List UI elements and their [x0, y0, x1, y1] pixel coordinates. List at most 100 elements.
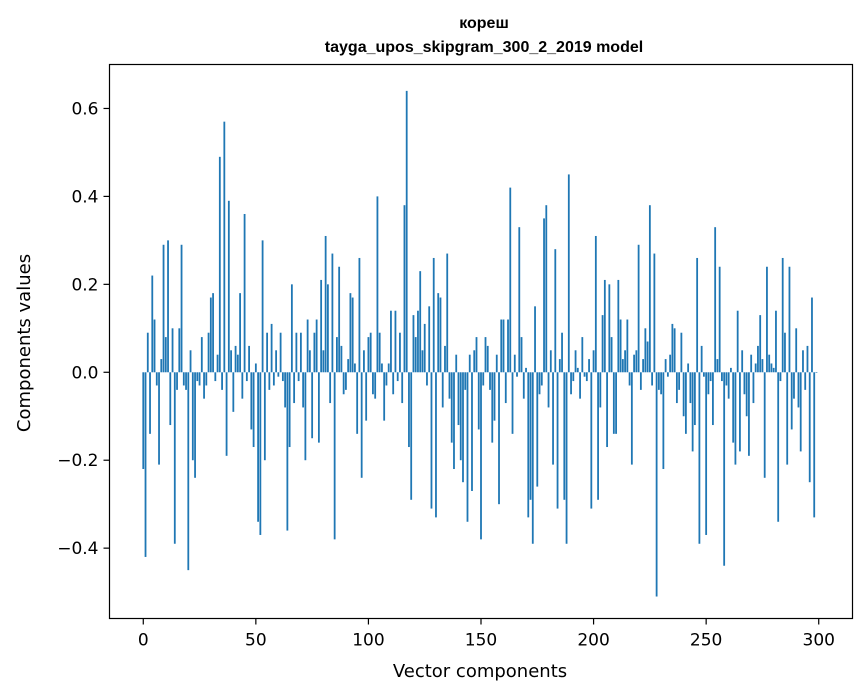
- bar-103: [374, 372, 377, 399]
- bar-212: [619, 319, 622, 373]
- bar-102: [372, 372, 374, 395]
- bar-142: [462, 372, 464, 483]
- bar-201: [594, 235, 597, 373]
- bar-150: [480, 372, 482, 540]
- bar-121: [414, 337, 417, 373]
- bar-184: [556, 372, 559, 509]
- bar-54: [263, 372, 266, 461]
- bar-180: [547, 372, 550, 408]
- x-tick-label: 150: [465, 631, 497, 651]
- bar-264: [736, 310, 739, 373]
- bar-40: [232, 372, 235, 412]
- bar-214: [624, 350, 626, 373]
- bar-98: [363, 350, 365, 373]
- bar-29: [207, 332, 210, 373]
- bar-174: [534, 306, 536, 373]
- bar-51: [257, 372, 259, 522]
- bar-153: [486, 345, 489, 373]
- bar-254: [714, 227, 717, 373]
- bar-288: [790, 372, 793, 430]
- bar-265: [739, 372, 741, 452]
- bar-72: [304, 372, 307, 461]
- bar-34: [218, 156, 221, 373]
- bar-39: [230, 350, 232, 373]
- bar-252: [709, 372, 712, 382]
- bar-274: [759, 315, 762, 373]
- bar-193: [576, 367, 579, 373]
- bar-90: [345, 372, 347, 390]
- x-tick-label: 100: [352, 631, 384, 651]
- bar-131: [437, 293, 440, 373]
- bar-23: [194, 372, 196, 478]
- bar-232: [664, 359, 667, 373]
- chart-title: кореш: [459, 15, 509, 32]
- bar-111: [392, 372, 395, 395]
- bar-33: [216, 354, 219, 373]
- bar-125: [423, 323, 426, 373]
- bar-74: [308, 350, 311, 373]
- bar-32: [214, 372, 217, 382]
- bar-192: [574, 350, 577, 373]
- bar-122: [417, 310, 419, 373]
- bar-134: [444, 345, 446, 373]
- bar-141: [459, 372, 462, 461]
- bar-49: [252, 372, 255, 448]
- bar-36: [223, 121, 226, 373]
- bar-219: [635, 350, 638, 373]
- bar-139: [455, 354, 458, 373]
- bar-266: [741, 350, 744, 373]
- bar-97: [360, 372, 363, 478]
- y-tick-label: 0.2: [71, 275, 98, 295]
- bar-258: [723, 372, 726, 566]
- bar-21: [189, 350, 192, 373]
- bar-57: [270, 323, 273, 373]
- bar-246: [696, 257, 699, 373]
- bar-243: [689, 372, 692, 404]
- y-tick-label: −0.2: [57, 451, 98, 471]
- bar-273: [757, 345, 759, 373]
- bar-69: [297, 372, 300, 382]
- bar-96: [358, 257, 361, 373]
- bar-221: [639, 372, 642, 390]
- bar-177: [540, 372, 543, 386]
- bar-216: [628, 372, 631, 386]
- bar-95: [356, 372, 359, 434]
- bar-293: [802, 350, 804, 373]
- bar-129: [432, 257, 435, 373]
- bar-127: [428, 306, 431, 373]
- y-tick-label: 0.0: [71, 363, 98, 383]
- bar-155: [491, 372, 494, 443]
- bar-196: [583, 372, 586, 377]
- bar-79: [320, 279, 323, 373]
- bar-183: [554, 249, 557, 373]
- bar-118: [408, 372, 410, 448]
- bar-255: [716, 359, 719, 373]
- bar-81: [324, 235, 327, 373]
- bar-268: [745, 372, 748, 417]
- bar-99: [365, 372, 368, 421]
- x-tick-label: 50: [245, 631, 267, 651]
- bar-12: [169, 372, 172, 426]
- bar-178: [543, 218, 545, 373]
- bar-104: [376, 196, 379, 373]
- bar-271: [752, 372, 755, 404]
- bar-92: [349, 293, 352, 373]
- bar-135: [446, 253, 449, 373]
- bar-206: [606, 372, 608, 448]
- bar-211: [617, 279, 620, 373]
- bar-101: [369, 332, 372, 373]
- bar-297: [811, 297, 813, 373]
- bar-167: [518, 227, 521, 373]
- bar-292: [799, 372, 802, 452]
- bar-18: [182, 372, 185, 386]
- bar-162: [507, 319, 509, 373]
- bar-68: [295, 332, 298, 373]
- bar-285: [784, 332, 786, 373]
- bar-6: [155, 372, 158, 386]
- bar-235: [671, 323, 674, 373]
- bar-173: [531, 372, 534, 544]
- bar-0: [142, 372, 145, 470]
- bar-22: [191, 372, 194, 461]
- bar-251: [707, 372, 710, 395]
- y-axis-ticks: −0.4 −0.2 0.0 0.2 0.4 0.6: [57, 99, 110, 559]
